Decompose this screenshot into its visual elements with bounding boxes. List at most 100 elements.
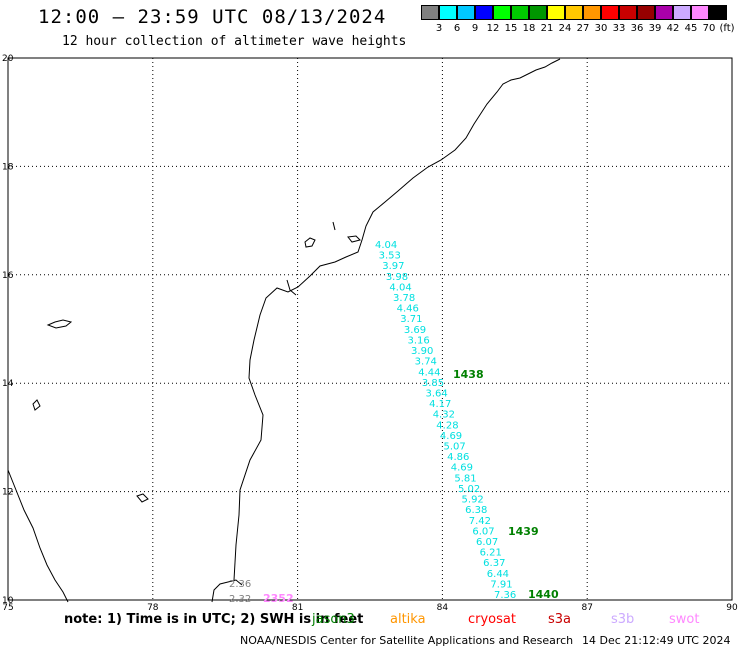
legend-swatch: [547, 5, 565, 20]
wave-height-label: 3.97: [382, 261, 404, 272]
x-tick-label: 75: [2, 603, 13, 613]
island-andaman-small: [304, 237, 316, 248]
legend-level: 18: [522, 23, 536, 34]
legend-swatch: [439, 5, 457, 20]
wave-height-label: 3.64: [425, 388, 447, 399]
generated-timestamp: 14 Dec 21:12:49 UTC 2024: [582, 634, 731, 647]
x-tick-label: 78: [147, 603, 159, 613]
wave-height-label: 5.81: [454, 473, 476, 484]
legend-level: 45: [684, 23, 698, 34]
credit-line: NOAA/NESDIS Center for Satellite Applica…: [240, 634, 574, 647]
legend-swatch: [691, 5, 709, 20]
legend-level: 70: [702, 23, 716, 34]
map-frame: [7, 57, 733, 601]
island-west-b: [136, 493, 149, 503]
legend-level: 3: [435, 23, 443, 34]
y-tick-label: 18: [2, 162, 14, 172]
y-tick-label: 12: [2, 488, 13, 498]
legend-level: 33: [612, 23, 626, 34]
island-west-a: [32, 399, 41, 411]
wave-height-label: 7.36: [494, 590, 516, 601]
wave-height-label: 3.78: [393, 293, 415, 304]
wave-height-label: 5.02: [458, 484, 480, 495]
satellite-name: cryosat: [468, 612, 516, 627]
satellite-name: altika: [390, 612, 426, 627]
wave-height-label: 4.04: [375, 240, 397, 251]
wave-height-label: 3.71: [400, 314, 422, 325]
legend-swatch: [457, 5, 475, 20]
lat-lon-grid: [7, 57, 733, 601]
legend-swatch: [601, 5, 619, 20]
island-bar: [332, 221, 336, 231]
wave-height-label: 4.04: [389, 282, 411, 293]
coastline-sri-lanka: [211, 579, 243, 603]
legend-swatch: [673, 5, 691, 20]
axis-tick-labels: 75 78 81 84 87 90 20 18 16 14 12 10: [2, 54, 738, 613]
wave-height-label: 4.28: [436, 420, 458, 431]
legend-level: 9: [471, 23, 479, 34]
wave-height-label: 4.69: [451, 463, 473, 474]
satellite-name: s3a: [548, 612, 572, 627]
wave-height-label: 4.32: [433, 410, 455, 421]
pass-time-label: 2352: [263, 592, 294, 605]
pass-time-label: 1439: [508, 525, 539, 538]
satellite-name: jason3: [312, 612, 355, 627]
wave-height-label: 3.85: [422, 378, 444, 389]
y-tick-label: 10: [2, 596, 14, 606]
footer-note: note: 1) Time is in UTC; 2) SWH is in fe…: [64, 612, 364, 627]
legend-level: 39: [648, 23, 662, 34]
wave-height-label: 5.92: [462, 495, 484, 506]
satellite-name: swot: [669, 612, 700, 627]
island-mangrove: [347, 235, 361, 243]
wave-height-label: 6.44: [487, 569, 509, 580]
wave-height-label: 4.69: [440, 431, 462, 442]
legend-level: 12: [486, 23, 500, 34]
legend-swatch: [529, 5, 547, 20]
wave-height-label: 4.17: [429, 399, 451, 410]
altimeter-track: 4.043.533.973.984.043.784.463.713.693.16…: [229, 240, 559, 605]
wave-height-label: 4.44: [418, 367, 440, 378]
x-tick-label: 87: [581, 603, 592, 613]
wave-height-label: 4.86: [447, 452, 469, 463]
wave-height-label: 6.07: [472, 526, 494, 537]
y-tick-label: 20: [2, 54, 14, 64]
legend-level: 21: [540, 23, 554, 34]
wave-height-label: 6.37: [483, 558, 505, 569]
legend-swatch: [421, 5, 439, 20]
coastline-peninsula-west: [7, 469, 69, 603]
legend-swatch: [655, 5, 673, 20]
island-andaman-north: [46, 319, 73, 329]
map-subtitle: 12 hour collection of altimeter wave hei…: [62, 34, 407, 49]
legend-swatch: [511, 5, 529, 20]
legend-level: 36: [630, 23, 644, 34]
wave-height-label: 5.07: [444, 442, 466, 453]
wave-height-label: 3.74: [415, 357, 437, 368]
legend-level: 24: [558, 23, 572, 34]
x-tick-label: 81: [292, 603, 303, 613]
legend-swatch: [493, 5, 511, 20]
grey-obs-label: 2.36: [229, 579, 251, 590]
legend-level: 42: [666, 23, 680, 34]
wave-height-label: 6.07: [476, 537, 498, 548]
pass-time-label: 1440: [528, 588, 559, 601]
legend-swatch: [583, 5, 601, 20]
wave-height-label: 6.38: [465, 505, 487, 516]
x-tick-label: 84: [437, 603, 449, 613]
wave-height-label: 3.98: [386, 272, 408, 283]
legend-level: 15: [504, 23, 518, 34]
legend-swatch: [619, 5, 637, 20]
legend-level: 30: [594, 23, 608, 34]
legend-swatch: [637, 5, 655, 20]
coastline-inlet: [286, 279, 297, 296]
coastline-india-east: [233, 58, 561, 581]
grey-obs-label: 2.32: [229, 594, 251, 605]
wave-height-label: 3.90: [411, 346, 433, 357]
legend-swatch: [475, 5, 493, 20]
y-tick-label: 14: [2, 379, 14, 389]
wave-height-label: 3.16: [407, 335, 429, 346]
legend-swatch: [709, 5, 727, 20]
map-title: 12:00 – 23:59 UTC 08/13/2024: [38, 6, 387, 28]
y-tick-label: 16: [2, 271, 14, 281]
wave-height-label: 3.69: [404, 325, 426, 336]
